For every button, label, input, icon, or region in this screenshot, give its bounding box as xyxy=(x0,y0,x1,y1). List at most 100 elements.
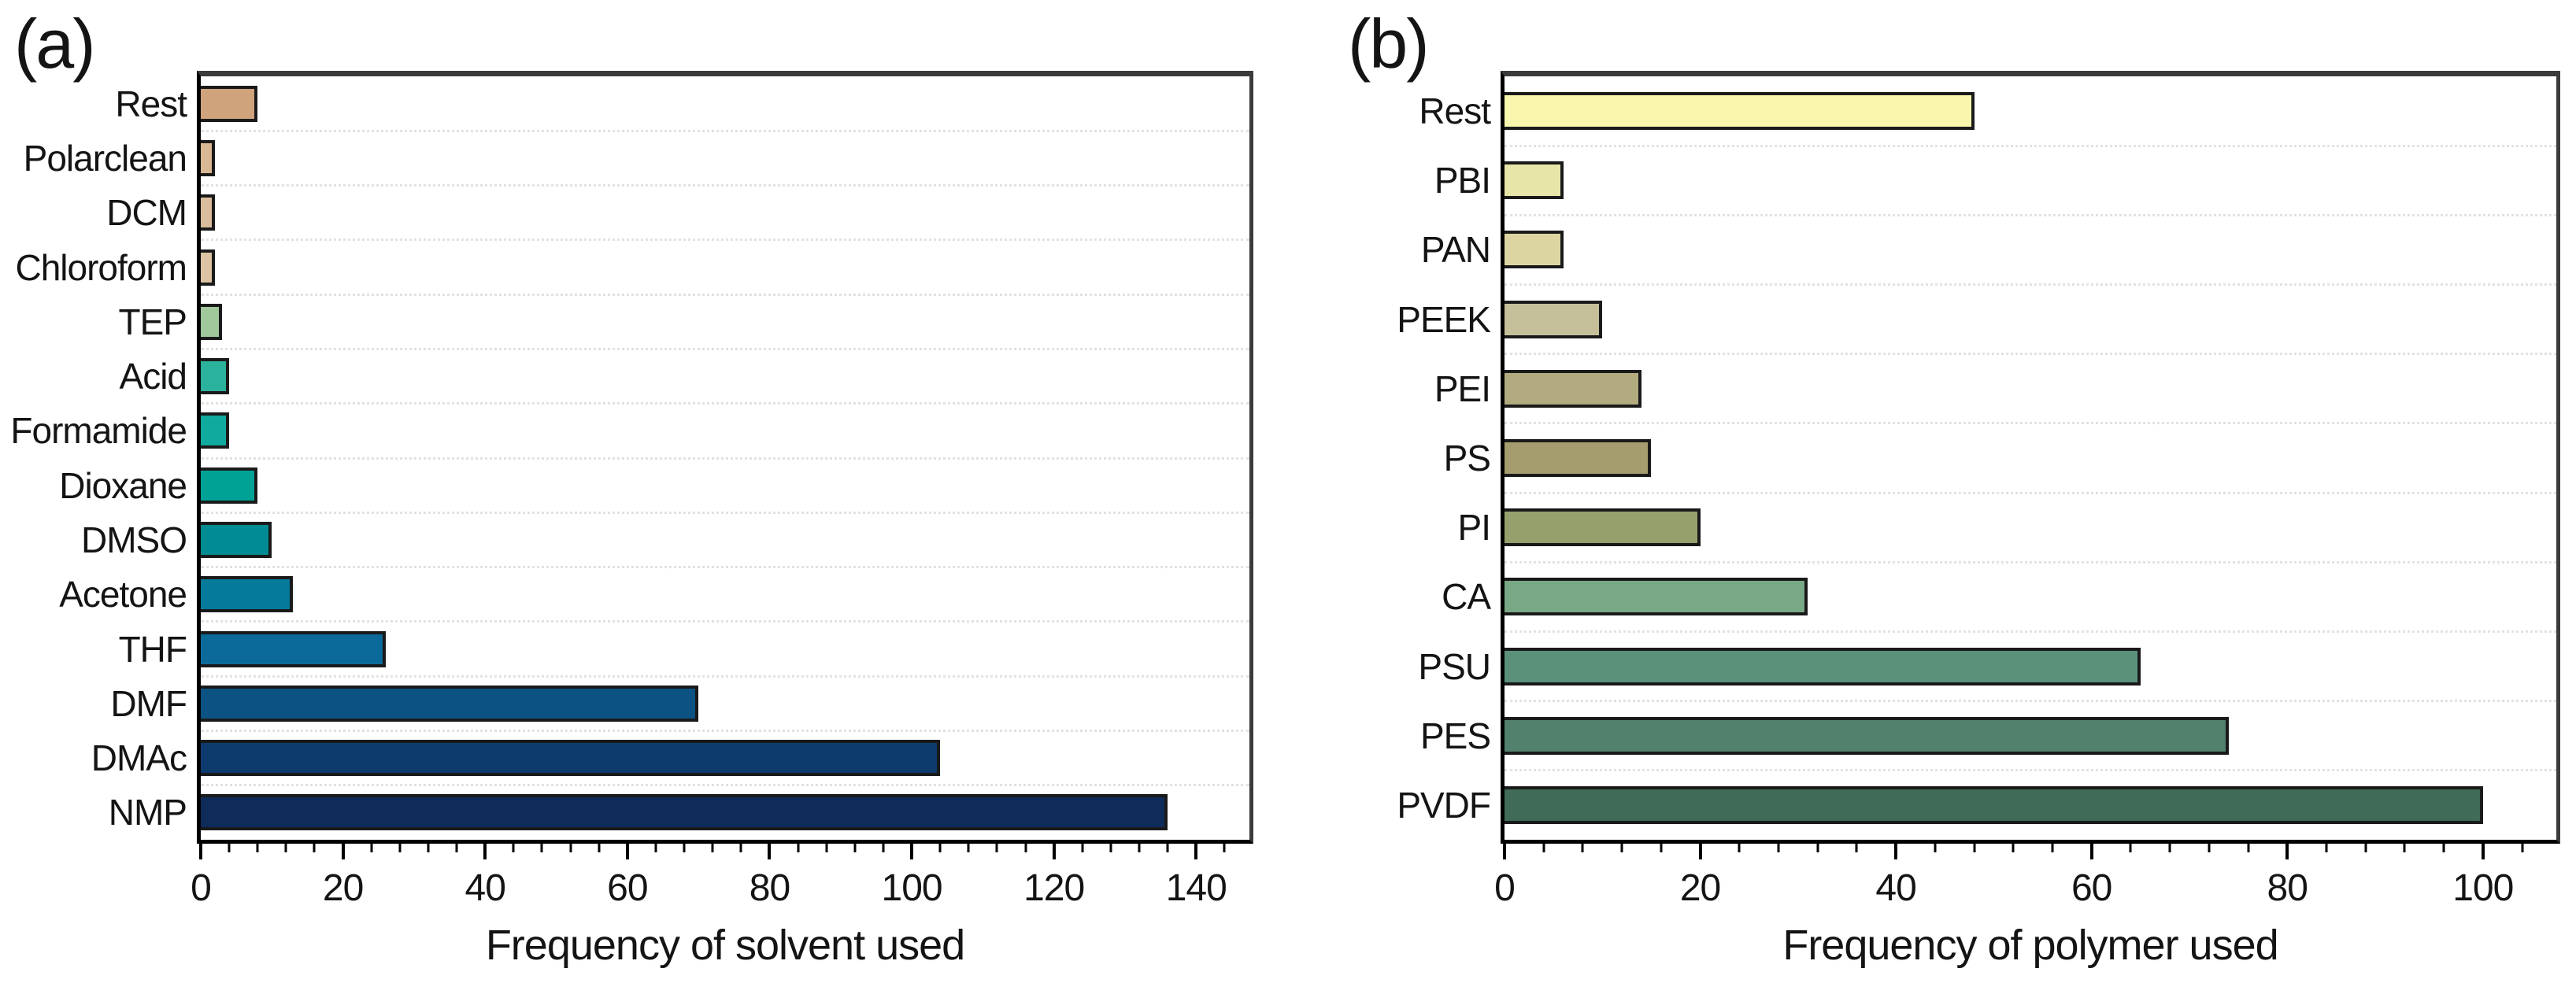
category-label-pes: PES xyxy=(1419,715,1491,756)
x-minor-tick xyxy=(2247,840,2250,852)
x-tick-label: 0 xyxy=(191,867,212,909)
gridline xyxy=(1505,213,2556,216)
x-minor-tick xyxy=(1109,840,1112,852)
category-label-dmf: DMF xyxy=(110,682,187,724)
category-label-nmp: NMP xyxy=(108,792,187,833)
category-label-dmac: DMAc xyxy=(91,737,187,779)
bar-pes xyxy=(1505,716,2229,755)
gridline xyxy=(201,402,1249,405)
x-minor-tick xyxy=(1081,840,1084,852)
bar-dcm xyxy=(201,194,216,231)
bar-pi xyxy=(1505,508,1701,547)
gridline xyxy=(201,293,1249,296)
bar-formamide xyxy=(201,412,230,449)
gridline xyxy=(201,347,1249,350)
category-label-polarclean: Polarclean xyxy=(23,137,187,179)
x-minor-tick xyxy=(1855,840,1858,852)
bar-polarclean xyxy=(201,139,216,176)
x-major-tick xyxy=(483,840,487,859)
x-minor-tick xyxy=(256,840,259,852)
panel-b-label: (b) xyxy=(1348,5,1430,83)
x-minor-tick xyxy=(540,840,543,852)
category-label-dcm: DCM xyxy=(106,192,187,234)
x-minor-tick xyxy=(739,840,742,852)
category-label-pan: PAN xyxy=(1420,229,1491,271)
x-minor-tick xyxy=(797,840,800,852)
x-minor-tick xyxy=(1738,840,1741,852)
x-major-tick xyxy=(1194,840,1198,859)
x-minor-tick xyxy=(938,840,942,852)
gridline xyxy=(201,456,1249,460)
x-minor-tick xyxy=(284,840,287,852)
x-minor-tick xyxy=(2168,840,2171,852)
category-label-rest: Rest xyxy=(115,83,187,124)
x-minor-tick xyxy=(683,840,686,852)
x-tick-label: 0 xyxy=(1494,867,1516,909)
category-label-rest: Rest xyxy=(1419,91,1491,132)
x-axis-title-polymer: Frequency of polymer used xyxy=(1782,922,2278,969)
x-minor-tick xyxy=(2364,840,2367,852)
x-minor-tick xyxy=(1934,840,1937,852)
category-label-chloroform: Chloroform xyxy=(15,246,187,288)
x-minor-tick xyxy=(1620,840,1623,852)
x-minor-tick xyxy=(398,840,402,852)
category-label-formamide: Formamide xyxy=(10,410,187,452)
x-minor-tick xyxy=(2403,840,2406,852)
gridline xyxy=(1505,769,2556,772)
bar-ps xyxy=(1505,439,1652,477)
bar-pvdf xyxy=(1505,785,2483,824)
x-major-tick xyxy=(768,840,772,859)
x-axis-title-solvent: Frequency of solvent used xyxy=(485,922,965,969)
x-minor-tick xyxy=(1581,840,1584,852)
gridline xyxy=(201,238,1249,242)
bar-tep xyxy=(201,303,223,340)
x-minor-tick xyxy=(427,840,430,852)
gridline xyxy=(201,674,1249,678)
x-minor-tick xyxy=(1777,840,1780,852)
x-tick-label: 140 xyxy=(1165,867,1227,909)
x-minor-tick xyxy=(1542,840,1545,852)
category-label-psu: PSU xyxy=(1418,645,1491,687)
x-tick-label: 60 xyxy=(2071,867,2112,909)
category-label-pvdf: PVDF xyxy=(1397,784,1491,826)
category-label-acid: Acid xyxy=(119,356,187,397)
x-minor-tick xyxy=(455,840,458,852)
category-label-ca: CA xyxy=(1442,576,1491,618)
x-minor-tick xyxy=(228,840,231,852)
x-minor-tick xyxy=(967,840,970,852)
x-minor-tick xyxy=(1166,840,1169,852)
x-major-tick xyxy=(2285,840,2289,859)
category-label-dmso: DMSO xyxy=(81,519,187,560)
x-major-tick xyxy=(1503,840,1506,859)
x-minor-tick xyxy=(1138,840,1141,852)
bar-psu xyxy=(1505,647,2141,686)
x-minor-tick xyxy=(2325,840,2328,852)
x-minor-tick xyxy=(825,840,828,852)
gridline xyxy=(201,784,1249,787)
gridline xyxy=(201,566,1249,569)
gridline xyxy=(201,729,1249,732)
x-minor-tick xyxy=(2208,840,2211,852)
x-minor-tick xyxy=(598,840,601,852)
category-label-dioxane: Dioxane xyxy=(59,464,187,506)
x-minor-tick xyxy=(853,840,857,852)
category-label-peek: PEEK xyxy=(1397,298,1491,340)
x-major-tick xyxy=(2089,840,2093,859)
x-minor-tick xyxy=(313,840,316,852)
plot-area-solvent-chart: Rest Polarclean DCM Chloroform TEP Acid Formam… xyxy=(10,71,1253,909)
gridline xyxy=(1505,700,2556,703)
bar-dmso xyxy=(201,521,272,558)
x-tick-label: 120 xyxy=(1023,867,1085,909)
gridline xyxy=(1505,560,2556,564)
bar-pei xyxy=(1505,369,1641,408)
x-minor-tick xyxy=(2012,840,2015,852)
category-label-tep: TEP xyxy=(118,301,187,342)
x-major-tick xyxy=(1052,840,1056,859)
bar-acid xyxy=(201,358,230,395)
bar-acetone xyxy=(201,576,294,613)
bar-rest xyxy=(1505,92,1975,131)
x-minor-tick xyxy=(569,840,572,852)
bar-thf xyxy=(201,630,386,667)
x-minor-tick xyxy=(370,840,373,852)
